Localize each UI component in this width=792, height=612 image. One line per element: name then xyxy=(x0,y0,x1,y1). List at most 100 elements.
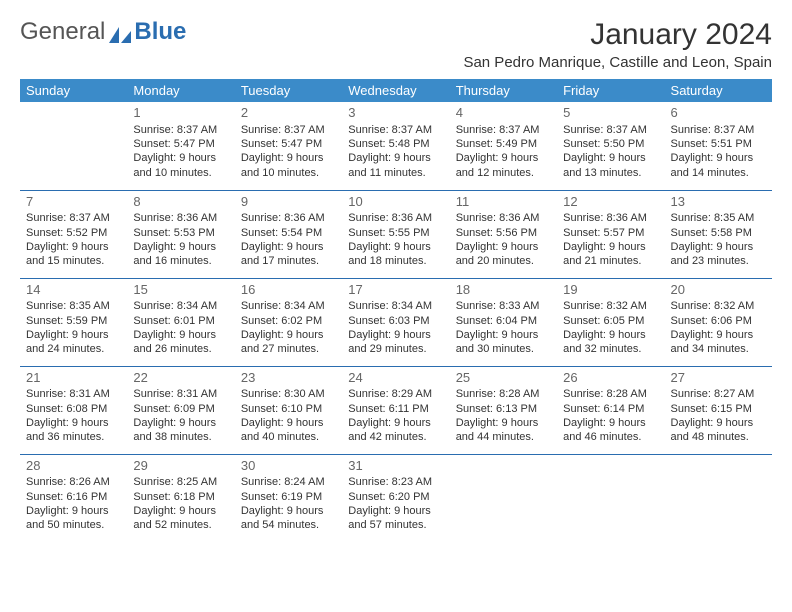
daylight-line1: Daylight: 9 hours xyxy=(133,328,228,342)
weekday-header: Tuesday xyxy=(235,79,342,102)
day-number: 1 xyxy=(133,105,228,122)
daylight-line2: and 34 minutes. xyxy=(671,342,766,356)
day-number: 31 xyxy=(348,458,443,475)
sunset-text: Sunset: 6:14 PM xyxy=(563,402,658,416)
day-number: 18 xyxy=(456,282,551,299)
sunset-text: Sunset: 5:58 PM xyxy=(671,226,766,240)
daylight-line1: Daylight: 9 hours xyxy=(133,240,228,254)
sunrise-text: Sunrise: 8:34 AM xyxy=(241,299,336,313)
sunrise-text: Sunrise: 8:37 AM xyxy=(456,123,551,137)
sunrise-text: Sunrise: 8:37 AM xyxy=(133,123,228,137)
daylight-line2: and 16 minutes. xyxy=(133,254,228,268)
daylight-line2: and 21 minutes. xyxy=(563,254,658,268)
daylight-line1: Daylight: 9 hours xyxy=(456,328,551,342)
day-number: 19 xyxy=(563,282,658,299)
daylight-line2: and 36 minutes. xyxy=(26,430,121,444)
daylight-line1: Daylight: 9 hours xyxy=(671,328,766,342)
daylight-line2: and 40 minutes. xyxy=(241,430,336,444)
calendar-cell: 26Sunrise: 8:28 AMSunset: 6:14 PMDayligh… xyxy=(557,366,664,454)
logo-sail-icon xyxy=(109,22,131,38)
daylight-line2: and 46 minutes. xyxy=(563,430,658,444)
calendar-cell xyxy=(20,102,127,190)
sunset-text: Sunset: 6:06 PM xyxy=(671,314,766,328)
sunset-text: Sunset: 6:09 PM xyxy=(133,402,228,416)
daylight-line2: and 23 minutes. xyxy=(671,254,766,268)
daylight-line2: and 10 minutes. xyxy=(133,166,228,180)
sunset-text: Sunset: 6:04 PM xyxy=(456,314,551,328)
calendar-cell: 15Sunrise: 8:34 AMSunset: 6:01 PMDayligh… xyxy=(127,278,234,366)
calendar-row: 1Sunrise: 8:37 AMSunset: 5:47 PMDaylight… xyxy=(20,102,772,190)
sunrise-text: Sunrise: 8:32 AM xyxy=(563,299,658,313)
calendar-cell: 7Sunrise: 8:37 AMSunset: 5:52 PMDaylight… xyxy=(20,190,127,278)
day-number: 14 xyxy=(26,282,121,299)
day-number: 21 xyxy=(26,370,121,387)
daylight-line1: Daylight: 9 hours xyxy=(563,151,658,165)
calendar-cell xyxy=(557,454,664,542)
calendar-cell xyxy=(665,454,772,542)
weekday-header: Sunday xyxy=(20,79,127,102)
day-number: 29 xyxy=(133,458,228,475)
sunrise-text: Sunrise: 8:32 AM xyxy=(671,299,766,313)
sunrise-text: Sunrise: 8:37 AM xyxy=(241,123,336,137)
sunrise-text: Sunrise: 8:37 AM xyxy=(671,123,766,137)
daylight-line1: Daylight: 9 hours xyxy=(241,416,336,430)
calendar-table: Sunday Monday Tuesday Wednesday Thursday… xyxy=(20,79,772,542)
daylight-line2: and 32 minutes. xyxy=(563,342,658,356)
day-number: 3 xyxy=(348,105,443,122)
weekday-header: Friday xyxy=(557,79,664,102)
daylight-line1: Daylight: 9 hours xyxy=(348,504,443,518)
weekday-header: Wednesday xyxy=(342,79,449,102)
calendar-cell: 28Sunrise: 8:26 AMSunset: 6:16 PMDayligh… xyxy=(20,454,127,542)
calendar-cell: 9Sunrise: 8:36 AMSunset: 5:54 PMDaylight… xyxy=(235,190,342,278)
calendar-cell: 16Sunrise: 8:34 AMSunset: 6:02 PMDayligh… xyxy=(235,278,342,366)
sunrise-text: Sunrise: 8:37 AM xyxy=(26,211,121,225)
weekday-header: Monday xyxy=(127,79,234,102)
calendar-cell: 17Sunrise: 8:34 AMSunset: 6:03 PMDayligh… xyxy=(342,278,449,366)
daylight-line1: Daylight: 9 hours xyxy=(671,240,766,254)
calendar-cell: 4Sunrise: 8:37 AMSunset: 5:49 PMDaylight… xyxy=(450,102,557,190)
title-block: January 2024 San Pedro Manrique, Castill… xyxy=(463,18,772,71)
day-number: 20 xyxy=(671,282,766,299)
header: General Blue January 2024 San Pedro Manr… xyxy=(20,18,772,71)
daylight-line1: Daylight: 9 hours xyxy=(133,416,228,430)
sunrise-text: Sunrise: 8:36 AM xyxy=(456,211,551,225)
day-number: 25 xyxy=(456,370,551,387)
calendar-cell: 29Sunrise: 8:25 AMSunset: 6:18 PMDayligh… xyxy=(127,454,234,542)
sunrise-text: Sunrise: 8:27 AM xyxy=(671,387,766,401)
sunrise-text: Sunrise: 8:36 AM xyxy=(563,211,658,225)
daylight-line2: and 11 minutes. xyxy=(348,166,443,180)
daylight-line2: and 30 minutes. xyxy=(456,342,551,356)
daylight-line1: Daylight: 9 hours xyxy=(241,240,336,254)
calendar-cell: 1Sunrise: 8:37 AMSunset: 5:47 PMDaylight… xyxy=(127,102,234,190)
sunset-text: Sunset: 6:03 PM xyxy=(348,314,443,328)
day-number: 16 xyxy=(241,282,336,299)
calendar-cell: 23Sunrise: 8:30 AMSunset: 6:10 PMDayligh… xyxy=(235,366,342,454)
daylight-line2: and 12 minutes. xyxy=(456,166,551,180)
daylight-line1: Daylight: 9 hours xyxy=(456,240,551,254)
daylight-line2: and 48 minutes. xyxy=(671,430,766,444)
daylight-line2: and 52 minutes. xyxy=(133,518,228,532)
sunset-text: Sunset: 5:59 PM xyxy=(26,314,121,328)
sunrise-text: Sunrise: 8:34 AM xyxy=(133,299,228,313)
daylight-line1: Daylight: 9 hours xyxy=(563,240,658,254)
daylight-line2: and 50 minutes. xyxy=(26,518,121,532)
day-number: 12 xyxy=(563,194,658,211)
daylight-line1: Daylight: 9 hours xyxy=(563,416,658,430)
sunset-text: Sunset: 6:13 PM xyxy=(456,402,551,416)
daylight-line2: and 44 minutes. xyxy=(456,430,551,444)
day-number: 27 xyxy=(671,370,766,387)
sunset-text: Sunset: 6:05 PM xyxy=(563,314,658,328)
sunset-text: Sunset: 6:15 PM xyxy=(671,402,766,416)
daylight-line1: Daylight: 9 hours xyxy=(348,328,443,342)
day-number: 2 xyxy=(241,105,336,122)
day-number: 24 xyxy=(348,370,443,387)
sunset-text: Sunset: 6:02 PM xyxy=(241,314,336,328)
day-number: 4 xyxy=(456,105,551,122)
sunset-text: Sunset: 5:52 PM xyxy=(26,226,121,240)
calendar-row: 7Sunrise: 8:37 AMSunset: 5:52 PM Daylight… xyxy=(20,190,772,278)
daylight-line1: Daylight: 9 hours xyxy=(26,504,121,518)
weekday-header: Thursday xyxy=(450,79,557,102)
daylight-line1: Daylight: 9 hours xyxy=(348,416,443,430)
day-number: 7 xyxy=(26,194,121,211)
sunrise-text: Sunrise: 8:30 AM xyxy=(241,387,336,401)
